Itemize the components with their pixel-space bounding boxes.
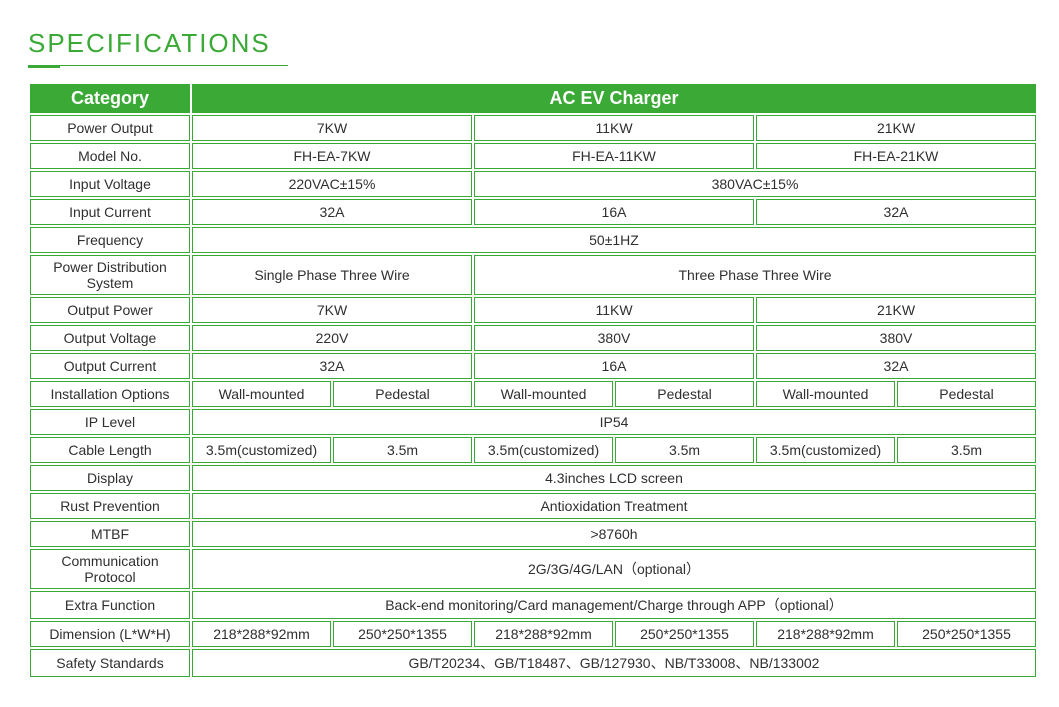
cell: 220V bbox=[192, 325, 472, 351]
cell: Wall-mounted bbox=[192, 381, 331, 407]
label-output-voltage: Output Voltage bbox=[30, 325, 190, 351]
cell: 7KW bbox=[192, 297, 472, 323]
cell: 250*250*1355 bbox=[333, 621, 472, 647]
label-output-power: Output Power bbox=[30, 297, 190, 323]
cell: 11KW bbox=[474, 297, 754, 323]
cell: Pedestal bbox=[615, 381, 754, 407]
row-output-power: Output Power 7KW 11KW 21KW bbox=[30, 297, 1036, 323]
cell: Back-end monitoring/Card management/Char… bbox=[192, 591, 1036, 619]
label-safety: Safety Standards bbox=[30, 649, 190, 677]
header-main: AC EV Charger bbox=[192, 84, 1036, 113]
row-model-no: Model No. FH-EA-7KW FH-EA-11KW FH-EA-21K… bbox=[30, 143, 1036, 169]
row-power-output: Power Output 7KW 11KW 21KW bbox=[30, 115, 1036, 141]
label-mtbf: MTBF bbox=[30, 521, 190, 547]
title-underline bbox=[28, 65, 288, 68]
cell: 380V bbox=[474, 325, 754, 351]
label-dimension: Dimension (L*W*H) bbox=[30, 621, 190, 647]
row-ip-level: IP Level IP54 bbox=[30, 409, 1036, 435]
cell: FH-EA-11KW bbox=[474, 143, 754, 169]
cell: 21KW bbox=[756, 115, 1036, 141]
cell: IP54 bbox=[192, 409, 1036, 435]
row-extra: Extra Function Back-end monitoring/Card … bbox=[30, 591, 1036, 619]
cell: 3.5m(customized) bbox=[756, 437, 895, 463]
header-row: Category AC EV Charger bbox=[30, 84, 1036, 113]
row-cable-length: Cable Length 3.5m(customized) 3.5m 3.5m(… bbox=[30, 437, 1036, 463]
label-cable-length: Cable Length bbox=[30, 437, 190, 463]
cell: 250*250*1355 bbox=[897, 621, 1036, 647]
label-install-opts: Installation Options bbox=[30, 381, 190, 407]
cell: 7KW bbox=[192, 115, 472, 141]
cell: 218*288*92mm bbox=[474, 621, 613, 647]
cell: FH-EA-21KW bbox=[756, 143, 1036, 169]
cell: 4.3inches LCD screen bbox=[192, 465, 1036, 491]
label-output-current: Output Current bbox=[30, 353, 190, 379]
cell: 3.5m bbox=[897, 437, 1036, 463]
label-power-dist: Power Distribution System bbox=[30, 255, 190, 295]
cell: 32A bbox=[192, 353, 472, 379]
label-comm: Communication Protocol bbox=[30, 549, 190, 589]
cell: 380VAC±15% bbox=[474, 171, 1036, 197]
row-input-current: Input Current 32A 16A 32A bbox=[30, 199, 1036, 225]
cell: Wall-mounted bbox=[756, 381, 895, 407]
label-input-current: Input Current bbox=[30, 199, 190, 225]
cell: Single Phase Three Wire bbox=[192, 255, 472, 295]
cell: 32A bbox=[192, 199, 472, 225]
specifications-table: Category AC EV Charger Power Output 7KW … bbox=[28, 82, 1038, 679]
cell: 16A bbox=[474, 353, 754, 379]
row-display: Display 4.3inches LCD screen bbox=[30, 465, 1036, 491]
label-model-no: Model No. bbox=[30, 143, 190, 169]
label-display: Display bbox=[30, 465, 190, 491]
cell: Antioxidation Treatment bbox=[192, 493, 1036, 519]
cell: Wall-mounted bbox=[474, 381, 613, 407]
label-extra: Extra Function bbox=[30, 591, 190, 619]
row-output-current: Output Current 32A 16A 32A bbox=[30, 353, 1036, 379]
label-frequency: Frequency bbox=[30, 227, 190, 253]
header-category: Category bbox=[30, 84, 190, 113]
cell: 2G/3G/4G/LAN（optional） bbox=[192, 549, 1036, 589]
row-mtbf: MTBF >8760h bbox=[30, 521, 1036, 547]
cell: 3.5m bbox=[615, 437, 754, 463]
row-safety: Safety Standards GB/T20234、GB/T18487、GB/… bbox=[30, 649, 1036, 677]
cell: 3.5m bbox=[333, 437, 472, 463]
cell: 21KW bbox=[756, 297, 1036, 323]
cell: 220VAC±15% bbox=[192, 171, 472, 197]
row-frequency: Frequency 50±1HZ bbox=[30, 227, 1036, 253]
cell: 250*250*1355 bbox=[615, 621, 754, 647]
cell: 50±1HZ bbox=[192, 227, 1036, 253]
cell: 32A bbox=[756, 353, 1036, 379]
cell: 16A bbox=[474, 199, 754, 225]
label-ip-level: IP Level bbox=[30, 409, 190, 435]
cell: Pedestal bbox=[897, 381, 1036, 407]
row-comm: Communication Protocol 2G/3G/4G/LAN（opti… bbox=[30, 549, 1036, 589]
cell: GB/T20234、GB/T18487、GB/127930、NB/T33008、… bbox=[192, 649, 1036, 677]
cell: FH-EA-7KW bbox=[192, 143, 472, 169]
label-rust: Rust Prevention bbox=[30, 493, 190, 519]
cell: >8760h bbox=[192, 521, 1036, 547]
row-output-voltage: Output Voltage 220V 380V 380V bbox=[30, 325, 1036, 351]
cell: 218*288*92mm bbox=[756, 621, 895, 647]
row-input-voltage: Input Voltage 220VAC±15% 380VAC±15% bbox=[30, 171, 1036, 197]
label-input-voltage: Input Voltage bbox=[30, 171, 190, 197]
cell: Three Phase Three Wire bbox=[474, 255, 1036, 295]
row-rust: Rust Prevention Antioxidation Treatment bbox=[30, 493, 1036, 519]
cell: 218*288*92mm bbox=[192, 621, 331, 647]
cell: Pedestal bbox=[333, 381, 472, 407]
label-power-output: Power Output bbox=[30, 115, 190, 141]
page-title: SPECIFICATIONS bbox=[28, 28, 1031, 59]
row-install-opts: Installation Options Wall-mounted Pedest… bbox=[30, 381, 1036, 407]
cell: 380V bbox=[756, 325, 1036, 351]
cell: 3.5m(customized) bbox=[474, 437, 613, 463]
cell: 32A bbox=[756, 199, 1036, 225]
row-power-dist: Power Distribution System Single Phase T… bbox=[30, 255, 1036, 295]
cell: 3.5m(customized) bbox=[192, 437, 331, 463]
row-dimension: Dimension (L*W*H) 218*288*92mm 250*250*1… bbox=[30, 621, 1036, 647]
cell: 11KW bbox=[474, 115, 754, 141]
